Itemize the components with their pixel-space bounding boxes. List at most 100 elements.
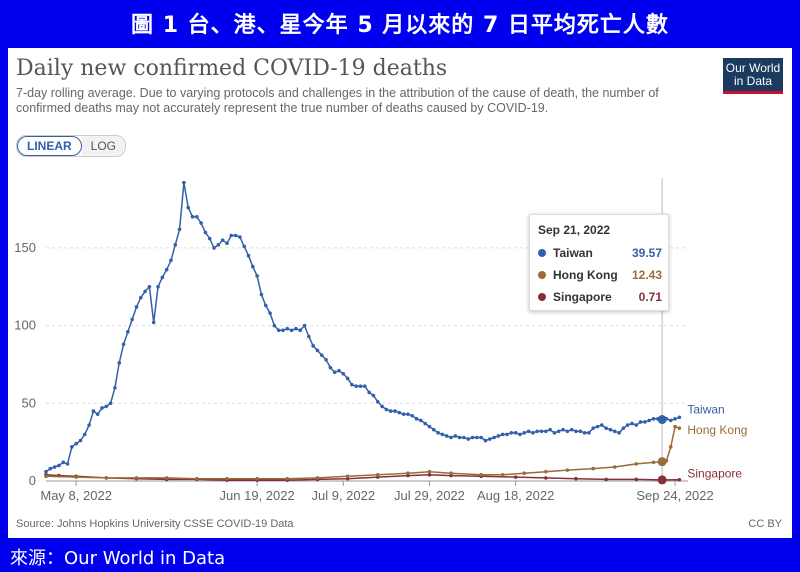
taiwan-point bbox=[212, 246, 216, 250]
tooltip-value: 39.57 bbox=[631, 246, 662, 260]
taiwan-point bbox=[52, 465, 57, 469]
taiwan-point bbox=[156, 284, 160, 289]
taiwan-point bbox=[70, 445, 74, 449]
hong-kong-point bbox=[664, 459, 669, 463]
taiwan-point bbox=[182, 180, 186, 185]
taiwan-point bbox=[332, 370, 337, 375]
taiwan-point bbox=[95, 412, 100, 416]
taiwan-point bbox=[169, 258, 173, 263]
hong-kong-point bbox=[375, 472, 380, 477]
taiwan-point bbox=[657, 415, 667, 425]
taiwan-point bbox=[345, 376, 350, 381]
owid-logo[interactable]: Our World in Data bbox=[723, 58, 783, 94]
taiwan-point bbox=[259, 292, 264, 297]
taiwan-point bbox=[186, 205, 190, 210]
taiwan-point bbox=[91, 409, 96, 413]
taiwan-point bbox=[388, 409, 393, 413]
hong-kong-point bbox=[651, 460, 656, 465]
hong-kong-point bbox=[677, 426, 682, 430]
singapore-point bbox=[513, 475, 518, 479]
taiwan-point bbox=[358, 384, 363, 389]
taiwan-point bbox=[216, 243, 221, 247]
taiwan-point bbox=[643, 420, 647, 424]
taiwan-point bbox=[453, 434, 458, 438]
hong-kong-dot-icon bbox=[538, 271, 546, 279]
y-tick-label: 50 bbox=[22, 395, 36, 410]
taiwan-point bbox=[207, 236, 212, 241]
taiwan-point bbox=[487, 437, 492, 441]
hong-kong-point bbox=[195, 476, 199, 481]
taiwan-point bbox=[238, 235, 242, 239]
taiwan-end-label: Taiwan bbox=[687, 402, 724, 416]
taiwan-point bbox=[466, 437, 471, 441]
taiwan-point bbox=[651, 417, 656, 421]
taiwan-point bbox=[199, 221, 203, 225]
taiwan-point bbox=[350, 382, 354, 387]
hong-kong-point bbox=[522, 471, 527, 476]
taiwan-point bbox=[419, 418, 423, 423]
hong-kong-point bbox=[164, 476, 169, 480]
taiwan-point bbox=[591, 426, 596, 430]
taiwan-point bbox=[177, 227, 182, 232]
taiwan-point bbox=[225, 241, 229, 246]
taiwan-point bbox=[638, 420, 643, 424]
license-link[interactable]: CC BY bbox=[748, 518, 782, 530]
taiwan-point bbox=[246, 253, 251, 258]
hong-kong-point bbox=[591, 466, 596, 471]
log-scale-button[interactable]: LOG bbox=[81, 136, 126, 156]
taiwan-point bbox=[289, 328, 294, 333]
tooltip-value: 12.43 bbox=[631, 268, 662, 282]
taiwan-point bbox=[582, 431, 587, 435]
taiwan-point bbox=[384, 407, 389, 412]
hong-kong-point bbox=[500, 472, 505, 477]
tooltip-row-singapore: Singapore 0.71 bbox=[538, 289, 662, 305]
tooltip-row-hong-kong: Hong Kong 12.43 bbox=[538, 267, 662, 283]
taiwan-point bbox=[608, 427, 613, 432]
taiwan-point bbox=[108, 401, 113, 406]
hong-kong-point bbox=[225, 476, 229, 481]
taiwan-point bbox=[363, 384, 367, 389]
taiwan-point bbox=[457, 435, 462, 440]
taiwan-point bbox=[552, 431, 557, 435]
hong-kong-point bbox=[345, 474, 350, 479]
taiwan-point bbox=[483, 438, 488, 443]
line-chart[interactable]: 0 50 100 150 May 8, 2022 Jun 19, 2022 Jul 9, 2… bbox=[8, 48, 792, 538]
taiwan-point bbox=[324, 358, 328, 362]
source-note[interactable]: Source: Johns Hopkins University CSSE CO… bbox=[16, 518, 294, 530]
taiwan-point bbox=[479, 435, 483, 440]
taiwan-point bbox=[505, 432, 509, 437]
taiwan-line bbox=[45, 182, 680, 473]
taiwan-point bbox=[440, 432, 445, 437]
taiwan-point bbox=[173, 243, 178, 247]
hong-kong-point bbox=[673, 424, 677, 429]
hong-kong-point bbox=[427, 469, 432, 474]
linear-scale-button[interactable]: LINEAR bbox=[17, 136, 82, 156]
taiwan-point bbox=[113, 385, 117, 390]
taiwan-point bbox=[220, 238, 225, 242]
taiwan-point bbox=[574, 429, 578, 434]
x-tick-label: Aug 18, 2022 bbox=[477, 488, 554, 503]
taiwan-point bbox=[147, 284, 152, 289]
taiwan-point bbox=[569, 427, 574, 432]
tooltip-name: Singapore bbox=[553, 290, 612, 304]
tooltip-name: Taiwan bbox=[553, 246, 593, 260]
taiwan-point bbox=[475, 435, 479, 440]
taiwan-point bbox=[380, 404, 384, 409]
hong-kong-point bbox=[44, 474, 48, 479]
singapore-point bbox=[677, 477, 682, 482]
taiwan-point bbox=[401, 412, 406, 416]
hong-kong-point bbox=[406, 471, 410, 476]
hong-kong-point bbox=[612, 465, 617, 469]
taiwan-point bbox=[307, 334, 311, 339]
hong-kong-point bbox=[255, 476, 259, 481]
taiwan-point bbox=[496, 434, 501, 438]
taiwan-point bbox=[229, 233, 234, 238]
singapore-point bbox=[544, 476, 548, 480]
hong-kong-point bbox=[285, 476, 290, 481]
y-tick-label: 0 bbox=[29, 473, 36, 488]
taiwan-point bbox=[664, 417, 669, 421]
hong-kong-point bbox=[479, 472, 483, 477]
taiwan-point bbox=[87, 423, 91, 427]
taiwan-point bbox=[298, 328, 303, 333]
taiwan-point bbox=[281, 328, 285, 333]
